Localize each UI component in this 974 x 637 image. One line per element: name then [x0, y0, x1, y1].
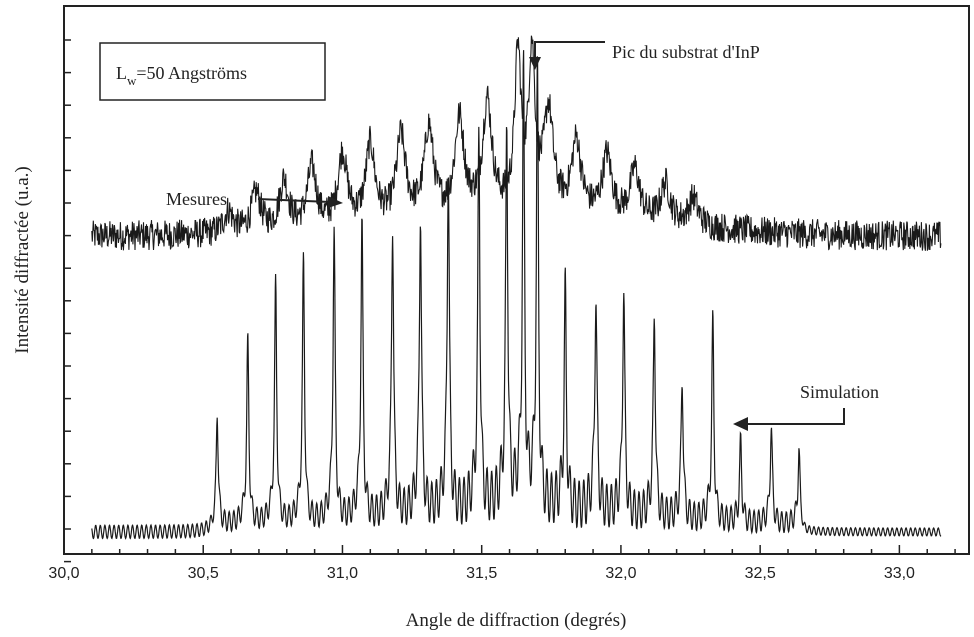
y-axis-label: Intensité diffractée (u.a.) — [12, 166, 33, 353]
annotation-mesures-arrow — [257, 198, 331, 203]
annotation-mesures-arrowhead — [328, 196, 343, 208]
annotation-substrate-peak-text: Pic du substrat d'InP — [612, 42, 760, 62]
inset-label-box: Lw=50 Angströms — [99, 42, 326, 101]
annotation-simulation: Simulation — [733, 382, 879, 431]
inset-label-suffix: =50 Angströms — [136, 63, 247, 83]
inset-label-prefix: L — [116, 63, 127, 83]
series-mesures — [91, 35, 942, 251]
x-tick-label: 31,5 — [466, 565, 497, 582]
x-tick-label: 32,5 — [745, 565, 776, 582]
x-tick-label: 30,0 — [48, 565, 79, 582]
annotation-simulation-arrowhead — [733, 417, 748, 431]
x-tick-label: 32,0 — [605, 565, 636, 582]
inset-label-frame — [99, 42, 326, 101]
annotation-simulation-text: Simulation — [800, 382, 879, 402]
annotation-substrate-peak-arrowhead — [529, 57, 541, 70]
x-tick-label: 33,0 — [884, 565, 915, 582]
series-simulation — [91, 50, 942, 540]
annotation-mesures-text: Mesures — [166, 189, 227, 209]
annotation-substrate-peak: Pic du substrat d'InP — [529, 41, 760, 70]
inset-label-subscript: w — [127, 73, 137, 88]
plot-frame — [63, 5, 970, 555]
x-tick-label: 30,5 — [188, 565, 219, 582]
inset-label: Lw=50 Angströms — [116, 63, 247, 88]
tick-marks — [63, 39, 956, 563]
x-axis-label: Angle de diffraction (degrés) — [406, 610, 627, 631]
annotation-simulation-arrow — [746, 408, 845, 425]
x-tick-labels: 30,0 30,5 31,0 31,5 32,0 32,5 33,0 — [48, 565, 915, 582]
annotation-mesures: Mesures — [166, 189, 343, 209]
x-tick-label: 31,0 — [327, 565, 358, 582]
series-layer — [91, 35, 942, 540]
annotation-substrate-peak-arrow — [534, 41, 605, 60]
